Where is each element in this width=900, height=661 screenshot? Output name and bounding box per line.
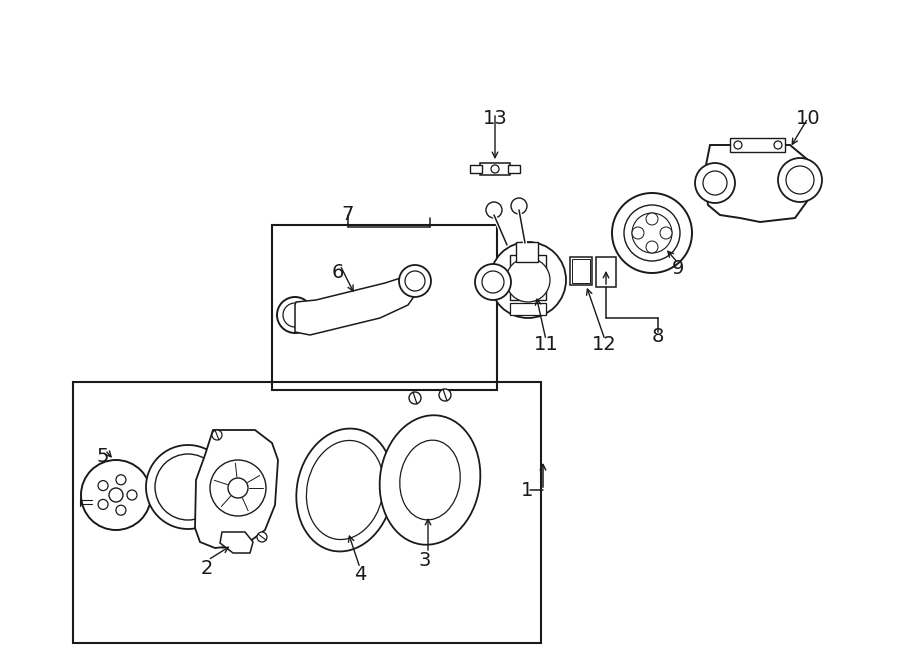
Bar [272,225,497,390]
Text: 4: 4 [354,566,366,584]
Circle shape [632,213,672,253]
Ellipse shape [296,428,393,551]
Text: 12: 12 [591,336,617,354]
Circle shape [81,460,151,530]
Circle shape [612,193,692,273]
Circle shape [127,490,137,500]
Text: 3: 3 [418,551,431,570]
Polygon shape [705,145,808,222]
Circle shape [98,500,108,510]
Circle shape [490,242,566,318]
Polygon shape [480,163,510,175]
Polygon shape [295,265,415,335]
Circle shape [98,481,108,490]
Circle shape [482,271,504,293]
Bar [730,138,785,152]
Circle shape [778,158,822,202]
Text: 6: 6 [332,262,344,282]
Circle shape [212,430,222,440]
Polygon shape [220,532,253,553]
Circle shape [405,271,425,291]
Circle shape [703,171,727,195]
Circle shape [399,265,431,297]
Circle shape [646,241,658,253]
Ellipse shape [380,415,481,545]
Bar [510,255,546,300]
Text: 9: 9 [671,258,684,278]
Text: 1: 1 [521,481,533,500]
Ellipse shape [400,440,460,520]
Circle shape [511,198,527,214]
Circle shape [228,478,248,498]
Circle shape [786,166,814,194]
Circle shape [146,445,230,529]
Text: 10: 10 [796,108,820,128]
Bar [572,259,590,283]
Circle shape [155,454,221,520]
Circle shape [116,475,126,485]
Circle shape [695,163,735,203]
Circle shape [409,392,421,404]
Text: 11: 11 [534,336,558,354]
Bar [570,257,592,285]
Circle shape [632,227,644,239]
Bar [516,242,538,262]
Circle shape [116,505,126,515]
Circle shape [624,205,680,261]
Bar [596,257,616,287]
Text: 2: 2 [201,559,213,578]
Polygon shape [508,165,520,173]
Polygon shape [195,430,278,548]
Text: 5: 5 [97,446,109,465]
Text: 7: 7 [342,206,355,225]
Text: 8: 8 [652,327,664,346]
Circle shape [210,460,266,516]
Circle shape [660,227,672,239]
Circle shape [81,497,91,507]
Circle shape [257,532,267,542]
Text: 13: 13 [482,108,508,128]
Circle shape [109,488,123,502]
Circle shape [475,264,511,300]
Ellipse shape [306,440,383,539]
Bar [73,382,541,643]
Circle shape [506,258,550,302]
Circle shape [283,303,307,327]
Polygon shape [470,165,482,173]
Circle shape [439,389,451,401]
Bar [510,303,546,315]
Circle shape [491,165,499,173]
Circle shape [486,202,502,218]
Circle shape [277,297,313,333]
Circle shape [646,213,658,225]
Circle shape [774,141,782,149]
Circle shape [734,141,742,149]
